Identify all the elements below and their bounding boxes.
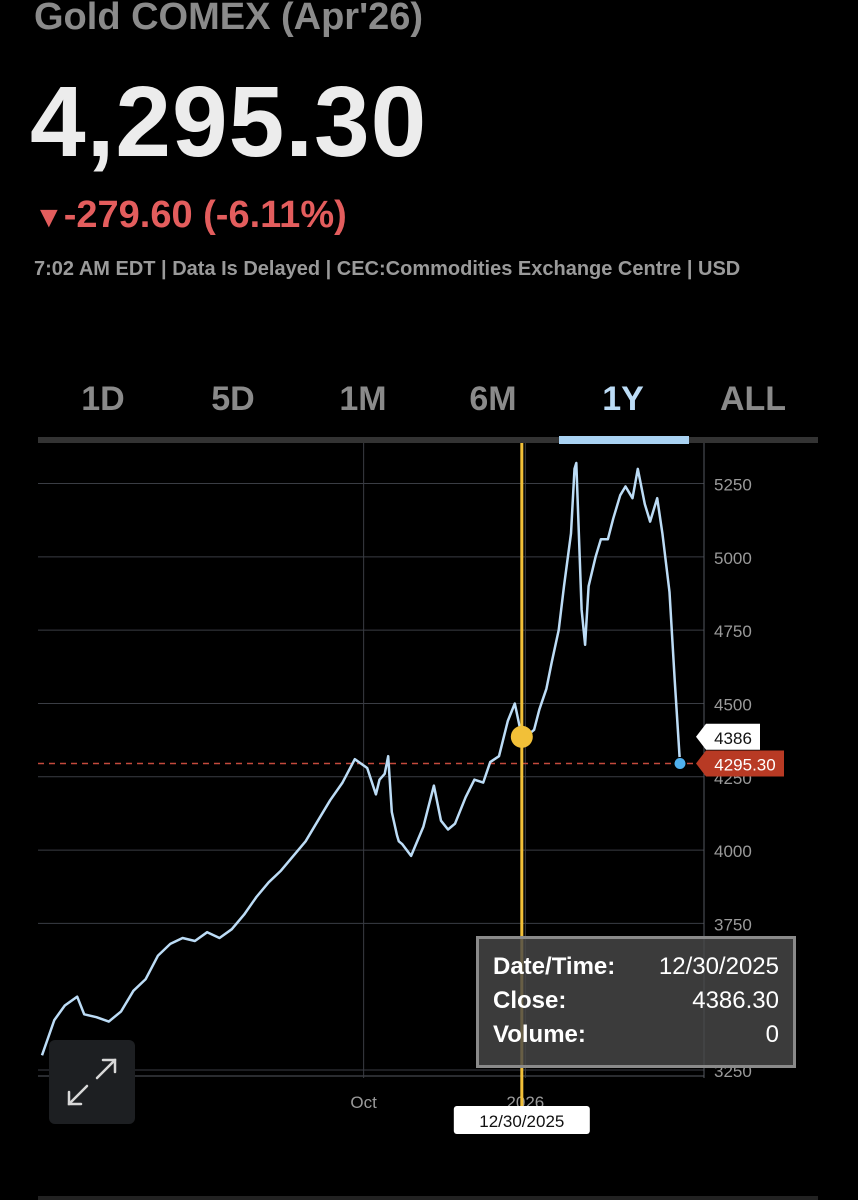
bottom-divider [38,1196,818,1200]
down-triangle-icon: ▼ [34,201,64,234]
price-line [40,461,682,1056]
quote-meta: 7:02 AM EDT | Data Is Delayed | CEC:Comm… [34,258,741,280]
tooltip-value: 4386.30 [692,987,779,1014]
price-change: ▼-279.60 (-6.11%) [34,194,347,237]
instrument-title: Gold COMEX (Apr'26) [34,0,424,38]
active-tab-indicator [559,436,689,444]
tab-1y[interactable]: 1Y [602,380,644,418]
crosshair-x-badge [453,1106,590,1134]
crosshair-y-label: 4386 [714,729,752,748]
y-tick-label: 4500 [714,695,752,714]
last-point [673,756,687,770]
tab-1m[interactable]: 1M [339,380,387,418]
tooltip-row: Close: 4386.30 [493,987,779,1021]
last-price: 4,295.30 [30,66,428,178]
y-tick-label: 5250 [714,476,752,495]
tab-6m[interactable]: 6M [469,380,517,418]
tab-1d[interactable]: 1D [81,380,125,418]
tooltip-key: Close: [493,987,567,1014]
x-tick-label: Oct [350,1093,377,1112]
crosshair-tooltip: Date/Time: 12/30/2025 Close: 4386.30 Vol… [476,936,796,1068]
expand-arrows-icon [67,1058,117,1106]
tooltip-key: Volume: [493,1021,586,1048]
last-price-label: 4295.30 [714,755,775,774]
expand-button[interactable] [49,1040,135,1124]
price-change-value: -279.60 (-6.11%) [63,194,347,236]
y-tick-label: 4000 [714,842,752,861]
tab-5d[interactable]: 5D [211,380,255,418]
y-tick-label: 3750 [714,915,752,934]
last-price-badge [696,750,784,777]
crosshair-y-badge [696,723,760,750]
tooltip-value: 0 [765,1021,779,1048]
y-tick-label: 4750 [714,622,752,641]
tooltip-key: Date/Time: [493,953,616,980]
tooltip-value: 12/30/2025 [658,953,779,980]
range-tabs: 1D 5D 1M 6M 1Y ALL [38,380,818,426]
crosshair-point [510,725,533,748]
tab-all[interactable]: ALL [719,380,787,418]
y-tick-label: 5000 [714,549,752,568]
tabs-divider [38,437,818,443]
tooltip-row: Date/Time: 12/30/2025 [493,953,779,987]
crosshair-x-label: 12/30/2025 [479,1112,564,1131]
tooltip-row: Volume: 0 [493,1021,779,1055]
